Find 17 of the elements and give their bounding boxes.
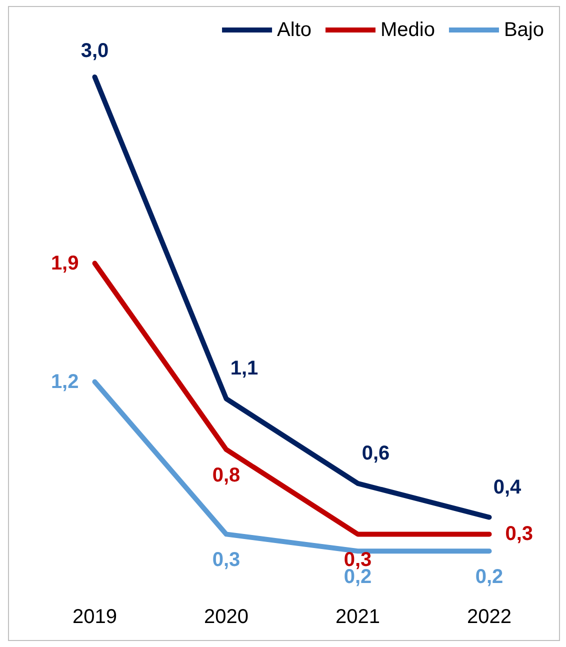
legend-label: Bajo: [504, 19, 544, 41]
data-label: 0,6: [362, 442, 390, 464]
data-label: 1,9: [50, 252, 79, 274]
data-label: 0,2: [475, 566, 504, 588]
data-label: 0,3: [212, 549, 240, 572]
data-label: 1,2: [50, 370, 79, 393]
data-label: 0,8: [212, 464, 240, 487]
data-label: 0,4: [493, 476, 522, 498]
x-tick-label: 2019: [72, 606, 117, 628]
x-tick-label: 2022: [467, 606, 512, 628]
legend-label: Medio: [380, 19, 435, 41]
x-tick-label: 2020: [204, 606, 248, 628]
data-label: 3,0: [80, 40, 109, 62]
data-label: 0,3: [505, 523, 534, 546]
x-tick-label: 2021: [336, 606, 380, 628]
legend-label: Alto: [277, 19, 312, 41]
data-label: 1,1: [230, 358, 258, 380]
